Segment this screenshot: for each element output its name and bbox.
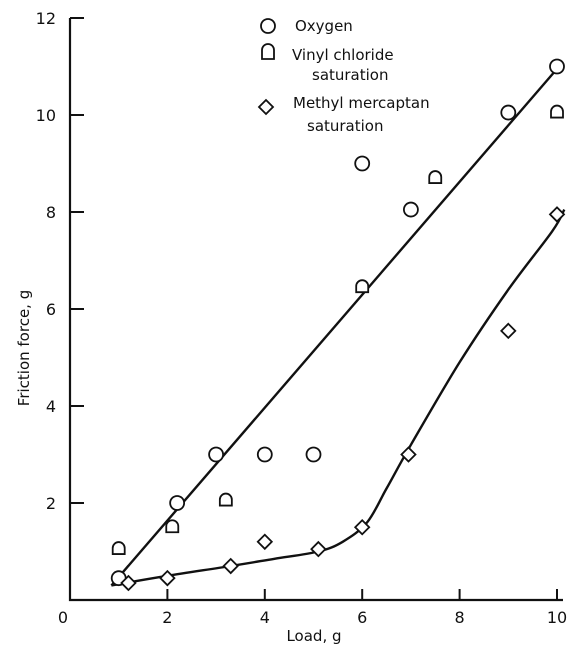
y-tick-label: 12 [36, 9, 56, 28]
fit-line-2 [111, 209, 566, 587]
legend-oxygen-label: Oxygen [295, 17, 353, 35]
y-tick-label: 8 [46, 203, 56, 222]
methyl-mercaptan-point [548, 206, 566, 223]
x-axis-label: Load, g [286, 627, 341, 645]
oxygen-point [354, 155, 371, 172]
oxygen-point [402, 201, 419, 218]
oxygen-point [169, 495, 186, 511]
oxygen-point [208, 446, 225, 463]
y-tick-label: 10 [36, 106, 56, 125]
x-tick-label: 4 [260, 608, 270, 627]
x-tick-label: 8 [455, 608, 465, 627]
oxygen-point [549, 58, 565, 75]
x-tick-label: 2 [162, 608, 172, 627]
y-tick-label: 2 [46, 494, 56, 513]
x-tick-label: 6 [357, 608, 367, 627]
legend-oxygen: Oxygen [260, 17, 353, 35]
vinyl-chloride-point [550, 104, 564, 119]
oxygen-point [305, 446, 322, 463]
y-tick-label: 6 [46, 300, 56, 319]
methyl-mercaptan-point [353, 518, 371, 536]
legend-methyl-line1: Methyl mercaptan [293, 94, 430, 112]
oxygen-point [500, 104, 517, 121]
oxygen-point [256, 446, 273, 463]
legend-vinyl-line2: saturation [312, 66, 389, 84]
methyl-mercaptan-point [310, 540, 327, 558]
methyl-mercaptan-point [222, 557, 239, 575]
vinyl-chloride-point [165, 519, 180, 534]
y-tick-label: 4 [46, 397, 56, 416]
legend-half-square-marker [261, 43, 275, 60]
methyl-mercaptan-point [120, 574, 137, 592]
x-tick-label: 0 [58, 608, 68, 627]
x-axis-ticks: 0 2 4 6 8 10 [58, 589, 567, 627]
x-tick-label: 10 [547, 608, 567, 627]
fit-line-1 [110, 68, 558, 587]
vinyl-chloride-point [111, 541, 126, 555]
legend: Oxygen Vinyl chloride saturation Methyl … [257, 17, 430, 135]
legend-diamond-marker [257, 98, 275, 116]
y-axis-ticks: 2 4 6 8 10 12 [36, 9, 84, 513]
vinyl-chloride-point [355, 279, 370, 294]
methyl-mercaptan-point [500, 322, 517, 340]
methyl-mercaptan-point [159, 569, 176, 587]
legend-vinyl-line1: Vinyl chloride [292, 46, 394, 64]
methyl-mercaptan-point [256, 533, 274, 551]
vinyl-chloride-point [218, 492, 233, 507]
axes: 0 2 4 6 8 10 2 4 6 8 10 12 Load, g Friction force,… [15, 9, 567, 645]
methyl-mercaptan-point [400, 446, 417, 463]
y-axis-label: Friction force, g [15, 290, 33, 406]
legend-vinyl-chloride: Vinyl chloride saturation [261, 43, 394, 84]
vinyl-chloride-point [428, 170, 443, 184]
legend-methyl-line2: saturation [307, 117, 384, 135]
legend-circle-marker [260, 18, 276, 34]
legend-methyl-mercaptan: Methyl mercaptan saturation [257, 94, 430, 135]
data-markers [110, 58, 566, 592]
